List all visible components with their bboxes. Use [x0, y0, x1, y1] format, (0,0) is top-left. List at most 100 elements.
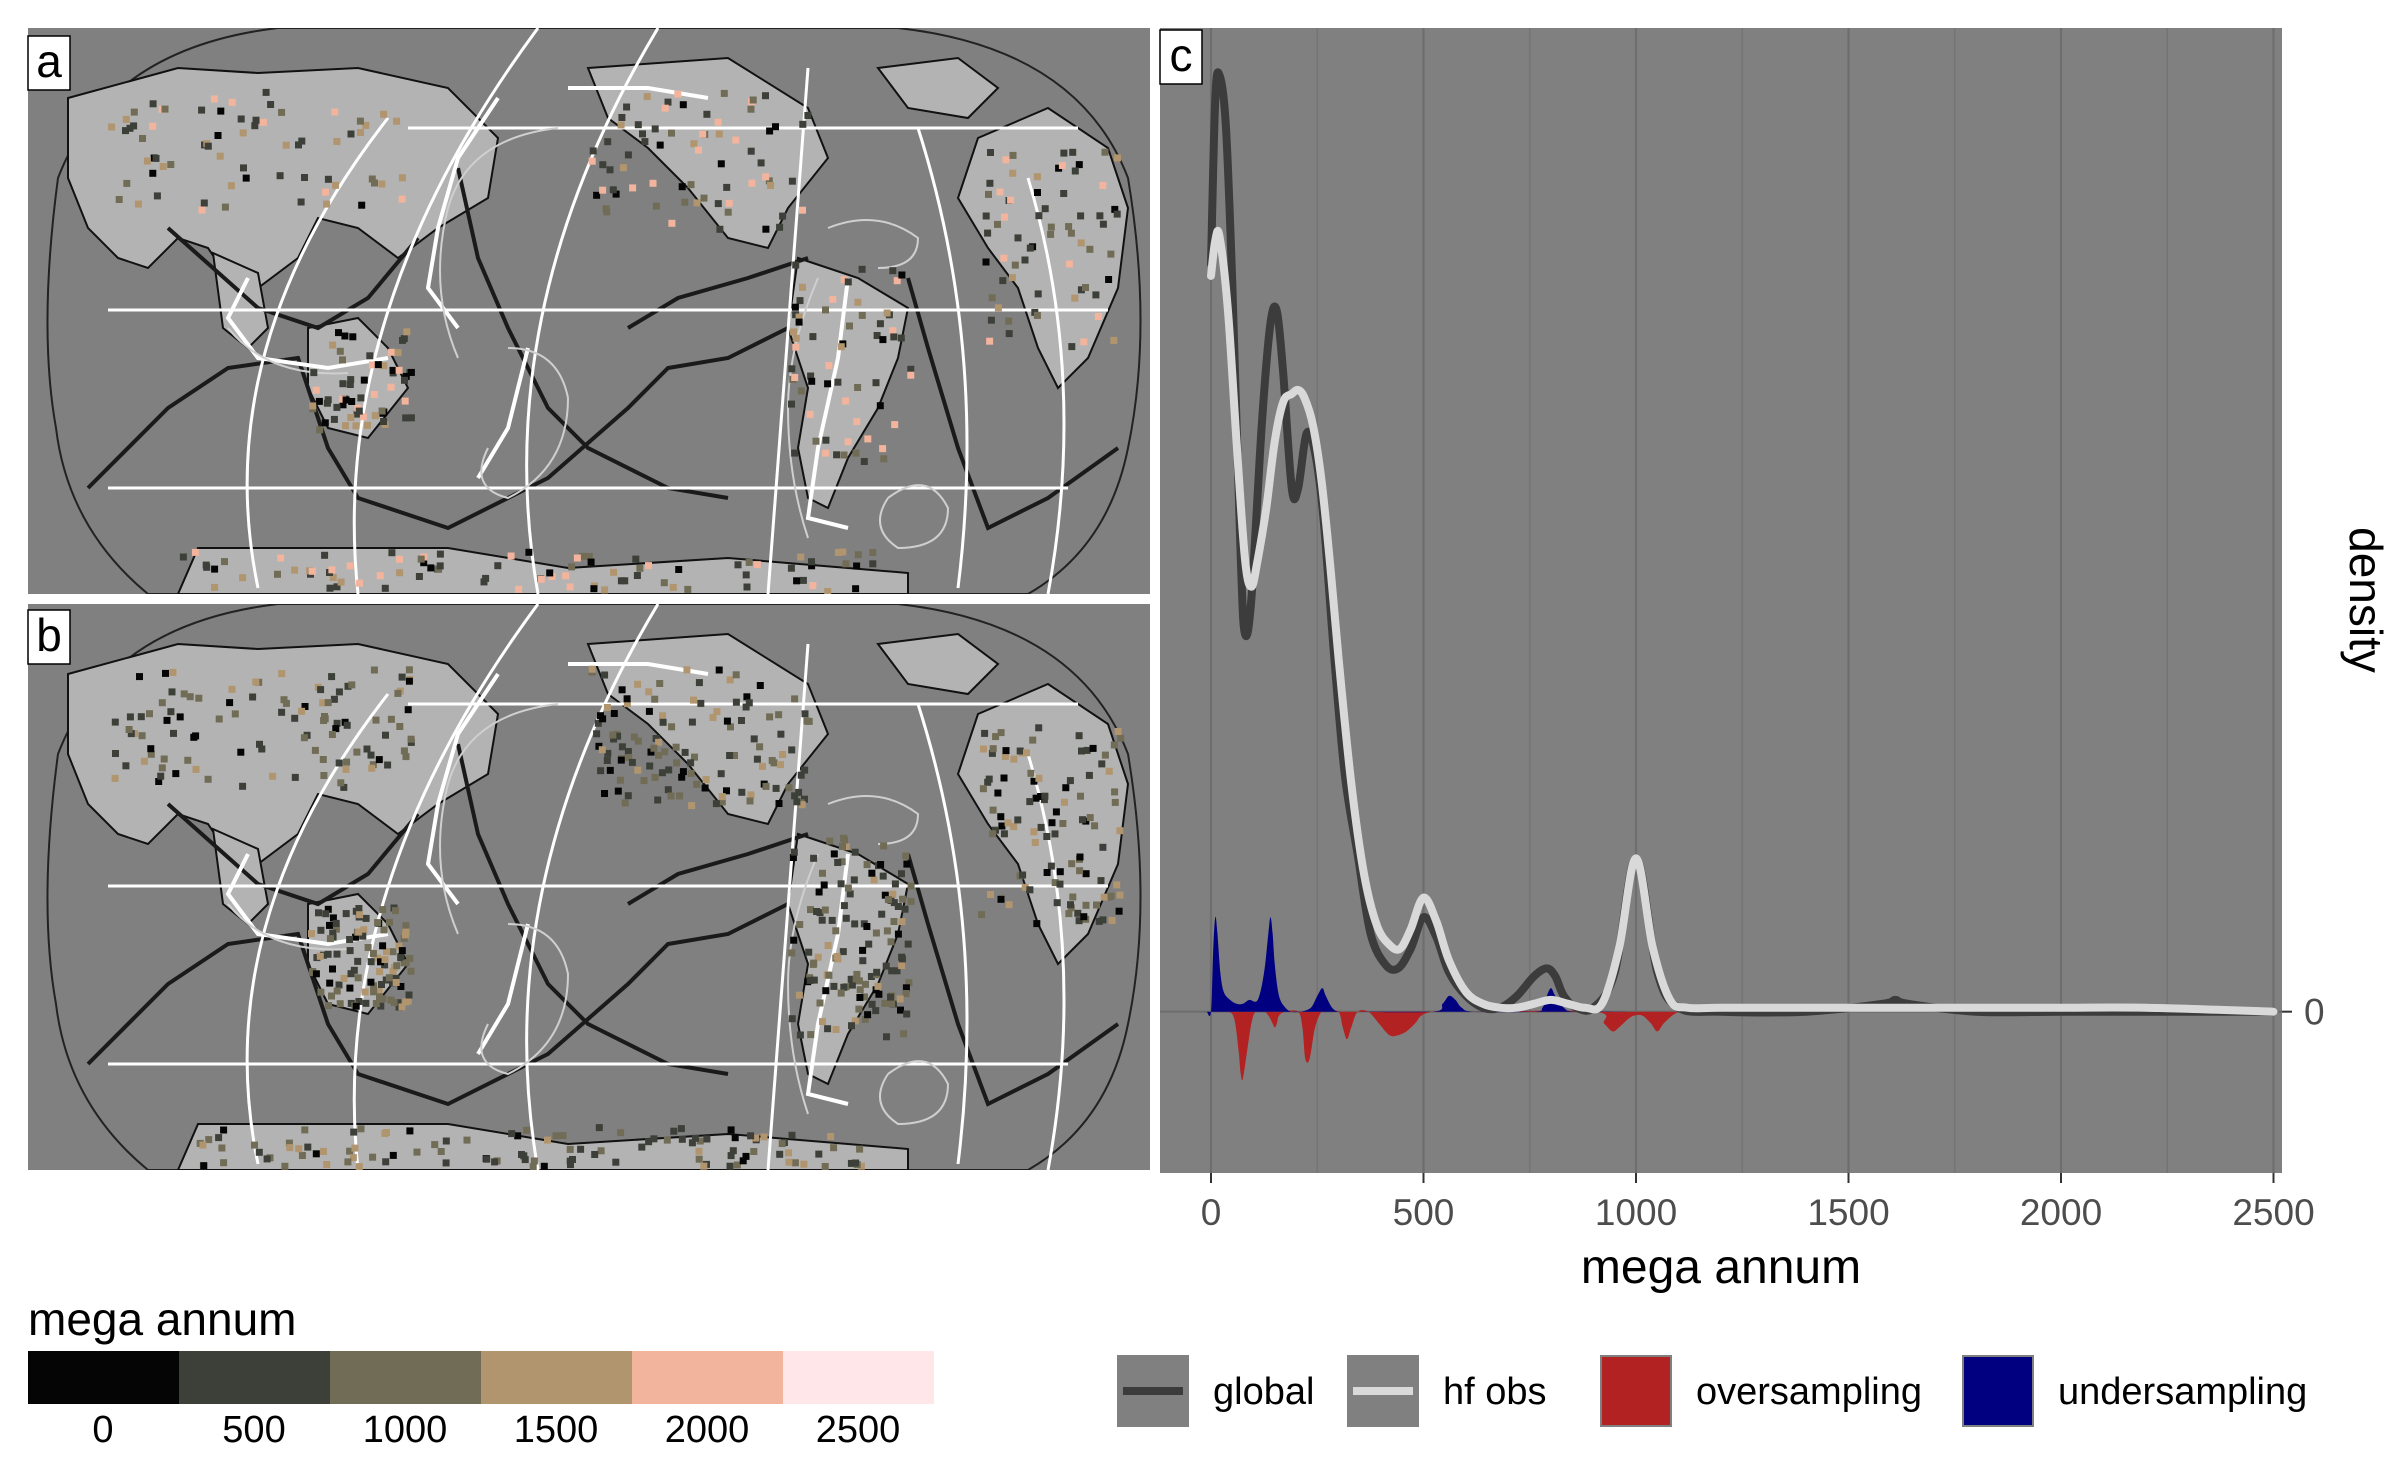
sample-cell [295, 141, 302, 149]
sample-cell [1055, 164, 1063, 172]
sample-cell [768, 757, 776, 764]
sample-cell [374, 954, 381, 962]
sample-cell [898, 870, 905, 878]
sample-cell [868, 1000, 876, 1008]
sample-cell [727, 723, 734, 731]
sample-cell [176, 713, 184, 721]
sample-cell [371, 179, 378, 187]
sample-cell [868, 869, 876, 877]
sample-cell [889, 267, 897, 275]
sample-cell [994, 220, 1001, 228]
sample-cell [382, 1158, 390, 1166]
sample-cell [333, 403, 341, 411]
sample-cell [775, 800, 783, 807]
sample-cell [690, 140, 698, 148]
sample-cell [854, 298, 862, 306]
sample-cell [1051, 879, 1059, 887]
sample-cell [340, 974, 348, 982]
map-panel-a [28, 28, 1150, 594]
sample-cell [375, 987, 383, 995]
sample-cell [311, 746, 319, 754]
sample-cell [227, 182, 235, 190]
sample-cell [658, 769, 666, 777]
sample-cell [790, 848, 798, 856]
sample-cell [695, 1147, 703, 1155]
sample-cell [1037, 793, 1045, 800]
sample-cell [852, 975, 860, 983]
sample-cell [821, 1163, 829, 1170]
sample-cell [767, 182, 775, 189]
sample-cell [402, 928, 410, 936]
sample-cell [870, 876, 878, 884]
sample-cell [844, 438, 852, 446]
sample-cell [322, 910, 330, 918]
sample-cell [221, 203, 229, 211]
sample-cell [192, 732, 200, 740]
sample-cell [863, 923, 871, 930]
sample-cell [252, 116, 260, 124]
sample-cell [847, 975, 855, 983]
sample-cell [351, 1144, 359, 1152]
sample-cell [643, 93, 651, 101]
sample-cell [898, 962, 906, 970]
sample-cell [149, 122, 157, 130]
sample-cell [329, 574, 337, 581]
sample-cell [337, 578, 345, 586]
sample-cell [907, 365, 915, 373]
sample-cell [1014, 816, 1022, 824]
sample-cell [897, 334, 905, 342]
sample-cell [762, 782, 770, 790]
sample-cell [333, 950, 341, 958]
sample-cell [669, 583, 677, 591]
colorbar-tick-label: 0 [92, 1409, 113, 1451]
sample-cell [1062, 784, 1070, 792]
colorbar-swatch [481, 1351, 632, 1404]
sample-cell [278, 670, 286, 678]
sample-cell [677, 1125, 685, 1133]
sample-cell [169, 668, 177, 676]
sample-cell [397, 983, 405, 990]
sample-cell [597, 1147, 605, 1155]
sample-cell [417, 555, 425, 563]
sample-cell [1095, 917, 1103, 925]
sample-cell [883, 1033, 890, 1041]
sample-cell [482, 574, 490, 582]
sample-cell [333, 583, 341, 591]
sample-cell [508, 1130, 516, 1138]
sample-cell [111, 774, 119, 782]
sample-cell [328, 673, 336, 681]
sample-cell [684, 585, 692, 593]
sample-cell [1052, 808, 1060, 816]
sample-cell [328, 992, 335, 1000]
sample-cell [347, 130, 355, 138]
sample-cell [718, 798, 726, 806]
sample-cell [883, 927, 891, 935]
sample-cell [1097, 877, 1105, 885]
sample-cell [374, 919, 382, 927]
sample-cell [873, 968, 881, 976]
sample-cell [655, 738, 663, 746]
sample-cell [442, 1159, 450, 1167]
sample-cell [727, 1152, 735, 1160]
sample-cell [978, 911, 986, 919]
sample-cell [191, 548, 199, 556]
sample-cell [688, 802, 696, 810]
sample-cell [523, 1126, 531, 1134]
sample-cell [328, 731, 336, 738]
sample-cell [515, 585, 523, 593]
sample-cell [1069, 148, 1077, 156]
sample-cell [350, 1128, 358, 1136]
sample-cell [407, 967, 415, 975]
sample-cell [996, 188, 1004, 196]
sample-cell [714, 118, 722, 126]
sample-cell [355, 1163, 363, 1170]
sample-cell [346, 936, 354, 943]
colorbar-swatch [632, 1351, 783, 1404]
sample-cell [325, 1002, 333, 1010]
sample-cell [405, 991, 413, 999]
sample-cell [854, 384, 862, 391]
sample-cell [703, 110, 711, 118]
sample-cell [715, 666, 723, 674]
sample-cell [352, 1002, 360, 1010]
sample-cell [1030, 777, 1038, 785]
